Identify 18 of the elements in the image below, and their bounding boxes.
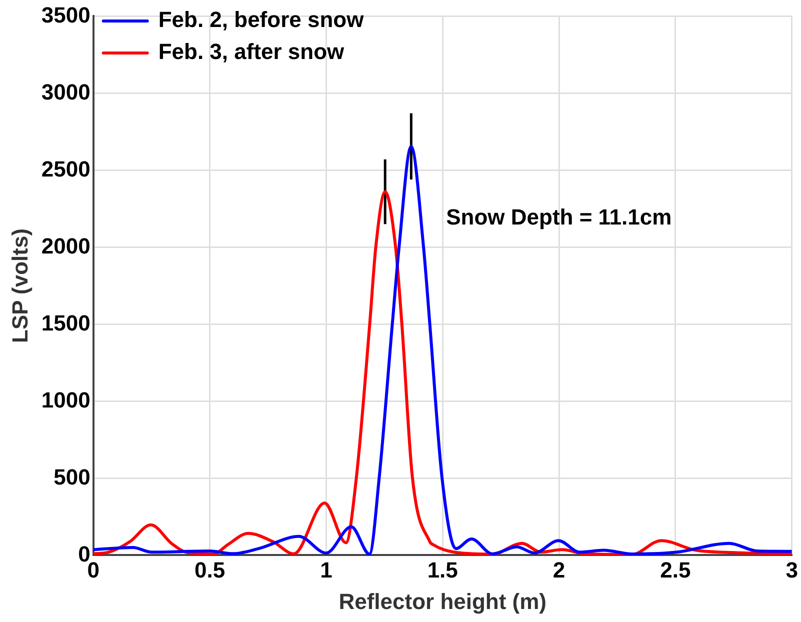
y-axis-title: LSP (volts): [7, 228, 32, 343]
x-tick-label: 1: [320, 557, 332, 582]
legend-label: Feb. 2, before snow: [158, 7, 365, 32]
y-tick-label: 2000: [41, 233, 90, 258]
y-tick-label: 500: [54, 464, 90, 490]
x-tick-label: 1.5: [427, 557, 458, 582]
y-tick-label: 1500: [41, 310, 90, 336]
x-tick-label: 2: [552, 557, 566, 582]
y-tick-label: 1000: [41, 387, 90, 412]
y-tick-label: 3500: [41, 2, 90, 28]
y-tick-label: 2500: [41, 156, 90, 182]
x-tick-label: 0.5: [194, 557, 226, 582]
x-axis-title: Reflector height (m): [338, 588, 547, 614]
x-tick-label: 2.5: [660, 557, 691, 582]
y-tick-label: 3000: [41, 79, 90, 104]
annotation: Snow Depth = 11.1cm: [446, 204, 672, 230]
x-tick-label: 3: [786, 557, 798, 582]
legend-label: Feb. 3, after snow: [158, 39, 346, 64]
